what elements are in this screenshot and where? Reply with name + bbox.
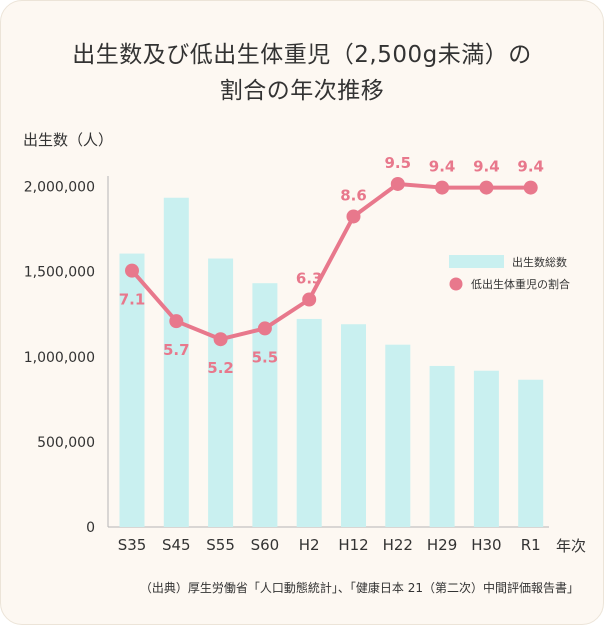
x-tick-label: H22 xyxy=(383,536,413,554)
x-tick-label: R1 xyxy=(521,536,541,554)
x-tick-label: H12 xyxy=(338,536,368,554)
y-tick-label: 2,000,000 xyxy=(24,180,95,196)
legend-line-swatch xyxy=(449,277,463,291)
line-point-H30 xyxy=(479,180,494,195)
bar-H2 xyxy=(296,318,322,527)
data-label: 5.5 xyxy=(252,348,279,366)
source-note: （出典）厚生労働省「人口動態統計」、「健康日本 21（第二次）中間評価報告書」 xyxy=(139,581,579,595)
line-point-S60 xyxy=(257,321,272,336)
line-series-path xyxy=(130,181,531,342)
bar-S60 xyxy=(252,283,278,527)
data-label: 5.7 xyxy=(163,341,190,359)
x-tick-label: S45 xyxy=(162,536,191,554)
x-tick-label: H30 xyxy=(471,536,501,554)
y-axis-label: 出生数（人） xyxy=(23,131,114,149)
line-point-H22 xyxy=(390,176,405,191)
bar-S45 xyxy=(163,197,189,527)
bar-H22 xyxy=(385,344,411,527)
data-label: 6.3 xyxy=(296,270,323,288)
x-tick-label: S55 xyxy=(206,536,235,554)
bar-R1 xyxy=(518,379,544,527)
x-tick-label: S60 xyxy=(251,536,280,554)
bar-S55 xyxy=(208,258,234,527)
line-point-S35 xyxy=(125,263,139,278)
data-label: 9.5 xyxy=(385,154,412,172)
y-tick-label: 1,000,000 xyxy=(24,350,95,366)
y-tick-label: 0 xyxy=(86,520,95,536)
x-tick-label: H2 xyxy=(299,536,320,554)
bar-H29 xyxy=(429,365,455,527)
data-label: 5.2 xyxy=(207,359,234,377)
x-tick-label: S35 xyxy=(118,536,147,554)
line-point-R1 xyxy=(523,180,538,195)
line-point-H29 xyxy=(435,180,450,195)
data-label: 9.4 xyxy=(429,158,456,176)
legend-bar-swatch xyxy=(449,255,504,268)
line-point-H2 xyxy=(302,292,317,307)
data-label: 7.1 xyxy=(119,291,146,309)
data-label: 9.4 xyxy=(473,158,500,176)
data-label: 8.6 xyxy=(340,186,367,204)
bar-H12 xyxy=(341,324,366,527)
x-tick-label: H29 xyxy=(427,536,457,554)
y-tick-label: 1,500,000 xyxy=(24,265,95,281)
data-label: 9.4 xyxy=(517,158,544,176)
line-point-S45 xyxy=(169,314,184,329)
bar-S35 xyxy=(119,253,145,528)
chart-title-line2: 割合の年次推移 xyxy=(219,78,385,104)
x-axis-label: 年次 xyxy=(556,537,587,555)
chart-title-line1: 出生数及び低出生体重児（2,500g未満）の xyxy=(72,42,532,68)
y-tick-label: 500,000 xyxy=(37,435,95,451)
bar-H30 xyxy=(473,370,499,527)
line-point-H12 xyxy=(346,209,361,224)
line-point-S55 xyxy=(213,332,228,347)
legend-bar-label: 出生数総数 xyxy=(512,255,567,269)
legend-line-label: 低出生体重児の割合 xyxy=(471,277,570,291)
